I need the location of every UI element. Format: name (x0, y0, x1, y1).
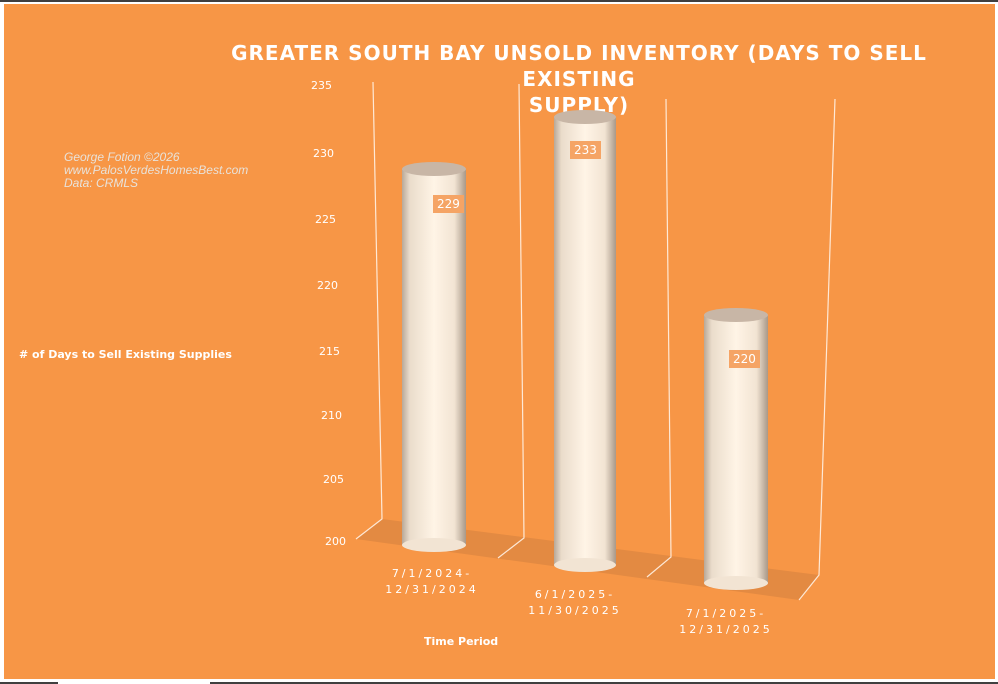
x-category-2-line-2: 11/30/2025 (528, 604, 622, 617)
chart-title: GREATER SOUTH BAY UNSOLD INVENTORY (DAYS… (214, 40, 944, 118)
credit-website: www.PalosVerdesHomesBest.com (64, 163, 249, 177)
bar-2 (554, 110, 616, 572)
y-tick: 235 (311, 79, 332, 92)
y-axis-title: # of Days to Sell Existing Supplies (19, 348, 232, 361)
x-category-2: 6/1/2025- 11/30/2025 (505, 587, 645, 619)
x-category-3-line-2: 12/31/2025 (679, 623, 773, 636)
x-category-1: 7/1/2024- 12/31/2024 (362, 566, 502, 598)
window-top-border (0, 0, 998, 2)
y-tick: 230 (313, 147, 334, 160)
data-label-2: 233 (570, 141, 601, 159)
x-axis-title: Time Period (424, 635, 499, 648)
data-label-1: 229 (433, 195, 464, 213)
window-bottom-border-right (210, 682, 998, 684)
window-bottom-border-left (0, 682, 58, 684)
y-tick: 210 (321, 409, 342, 422)
x-category-1-line-2: 12/31/2024 (385, 583, 479, 596)
y-tick: 205 (323, 473, 344, 486)
x-category-3: 7/1/2025- 12/31/2025 (656, 606, 796, 638)
x-category-2-line-1: 6/1/2025- (534, 588, 616, 601)
chart-title-line-1: GREATER SOUTH BAY UNSOLD INVENTORY (DAYS… (231, 41, 927, 91)
credit-text: George Fotion ©2026 www.PalosVerdesHomes… (64, 151, 248, 190)
y-tick: 220 (317, 279, 338, 292)
credit-author: George Fotion ©2026 (64, 150, 180, 164)
x-category-3-line-1: 7/1/2025- (685, 607, 767, 620)
chart-area: GREATER SOUTH BAY UNSOLD INVENTORY (DAYS… (4, 4, 995, 679)
y-tick: 200 (325, 535, 346, 548)
y-tick: 215 (319, 345, 340, 358)
data-label-3: 220 (729, 350, 760, 368)
credit-source: Data: CRMLS (64, 176, 139, 190)
y-tick: 225 (315, 213, 336, 226)
bar-1 (402, 162, 466, 552)
x-category-1-line-1: 7/1/2024- (391, 567, 473, 580)
